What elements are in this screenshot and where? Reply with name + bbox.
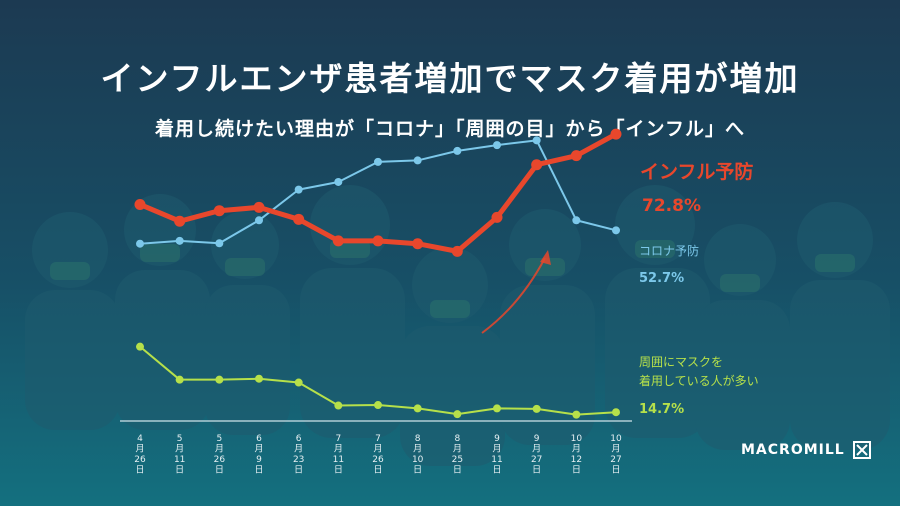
series-line-influenza: [139, 131, 618, 254]
logo-text: MACROMILL: [741, 442, 845, 458]
data-point-surroundings: [572, 410, 581, 419]
data-point-corona: [374, 157, 382, 166]
data-point-surroundings: [413, 404, 422, 413]
data-point-influenza: [412, 238, 424, 250]
data-point-surroundings: [136, 342, 144, 351]
data-point-corona: [215, 239, 224, 248]
data-point-surroundings: [334, 401, 343, 410]
data-point-corona: [413, 156, 422, 165]
data-point-corona: [453, 146, 462, 155]
x-tick-label: 4 月 26 日: [134, 434, 146, 476]
x-tick-label: 9 月 11 日: [491, 434, 502, 476]
series-value-corona: 52.7%: [639, 271, 684, 286]
data-point-influenza: [372, 235, 384, 247]
x-tick-label: 8 月 25 日: [452, 434, 463, 476]
x-tick-label: 5 月 26 日: [214, 434, 226, 476]
x-tick-label: 10 月 27 日: [610, 434, 622, 476]
data-point-surroundings: [255, 374, 263, 383]
data-point-corona: [175, 236, 184, 245]
page-title: インフルエンザ患者増加でマスク着用が増加: [100, 59, 800, 98]
series-name-surroundings-line1: 周囲にマスクを: [639, 355, 723, 369]
rising-trend-arrow: [481, 257, 546, 334]
x-tick-label: 7 月 26 日: [372, 434, 384, 476]
data-point-influenza: [491, 211, 503, 223]
series-value-influenza: 72.8%: [642, 196, 701, 216]
x-tick-label: 8 月 10 日: [412, 434, 424, 476]
data-point-influenza: [451, 245, 463, 257]
x-tick-label: 5 月 11 日: [174, 434, 185, 476]
data-point-surroundings: [612, 408, 620, 417]
data-point-surroundings: [532, 404, 541, 413]
data-point-influenza: [174, 215, 186, 227]
data-point-surroundings: [374, 401, 382, 410]
data-point-corona: [612, 226, 620, 235]
data-point-corona: [532, 136, 541, 145]
data-point-influenza: [332, 235, 344, 247]
page-subtitle: 着用し続けたい理由が「コロナ」「周囲の目」から「インフル」へ: [155, 118, 745, 140]
data-point-corona: [493, 141, 501, 150]
x-tick-label: 9 月 27 日: [531, 434, 542, 476]
data-point-influenza: [293, 213, 305, 225]
logo-mark-icon: [852, 441, 871, 459]
series-value-surroundings: 14.7%: [639, 402, 684, 417]
data-point-influenza: [531, 159, 543, 171]
data-point-surroundings: [453, 410, 462, 419]
data-point-influenza: [253, 201, 265, 213]
data-point-influenza: [610, 128, 622, 140]
data-point-surroundings: [294, 378, 303, 387]
data-point-surroundings: [215, 375, 224, 384]
x-tick-label: 10 月 12 日: [571, 434, 583, 476]
data-point-corona: [294, 185, 303, 194]
x-tick-label: 6 月 23 日: [293, 434, 304, 476]
data-point-influenza: [570, 150, 582, 162]
data-point-corona: [136, 239, 144, 248]
x-tick-label: 7 月 11 日: [333, 434, 344, 476]
macromill-logo: MACROMILL: [741, 441, 871, 459]
series-name-corona: コロナ予防: [639, 243, 699, 258]
series-name-influenza: インフル予防: [640, 160, 753, 183]
series-line-corona: [139, 139, 617, 245]
data-point-surroundings: [493, 404, 501, 413]
data-point-corona: [572, 216, 581, 225]
data-point-influenza: [134, 198, 146, 210]
data-point-corona: [255, 216, 263, 225]
data-point-surroundings: [175, 375, 184, 384]
rising-trend-arrowhead: [540, 250, 551, 265]
series-name-surroundings-line2: 着用している人が多い: [639, 373, 759, 388]
data-point-influenza: [213, 205, 225, 217]
data-point-corona: [334, 177, 343, 186]
